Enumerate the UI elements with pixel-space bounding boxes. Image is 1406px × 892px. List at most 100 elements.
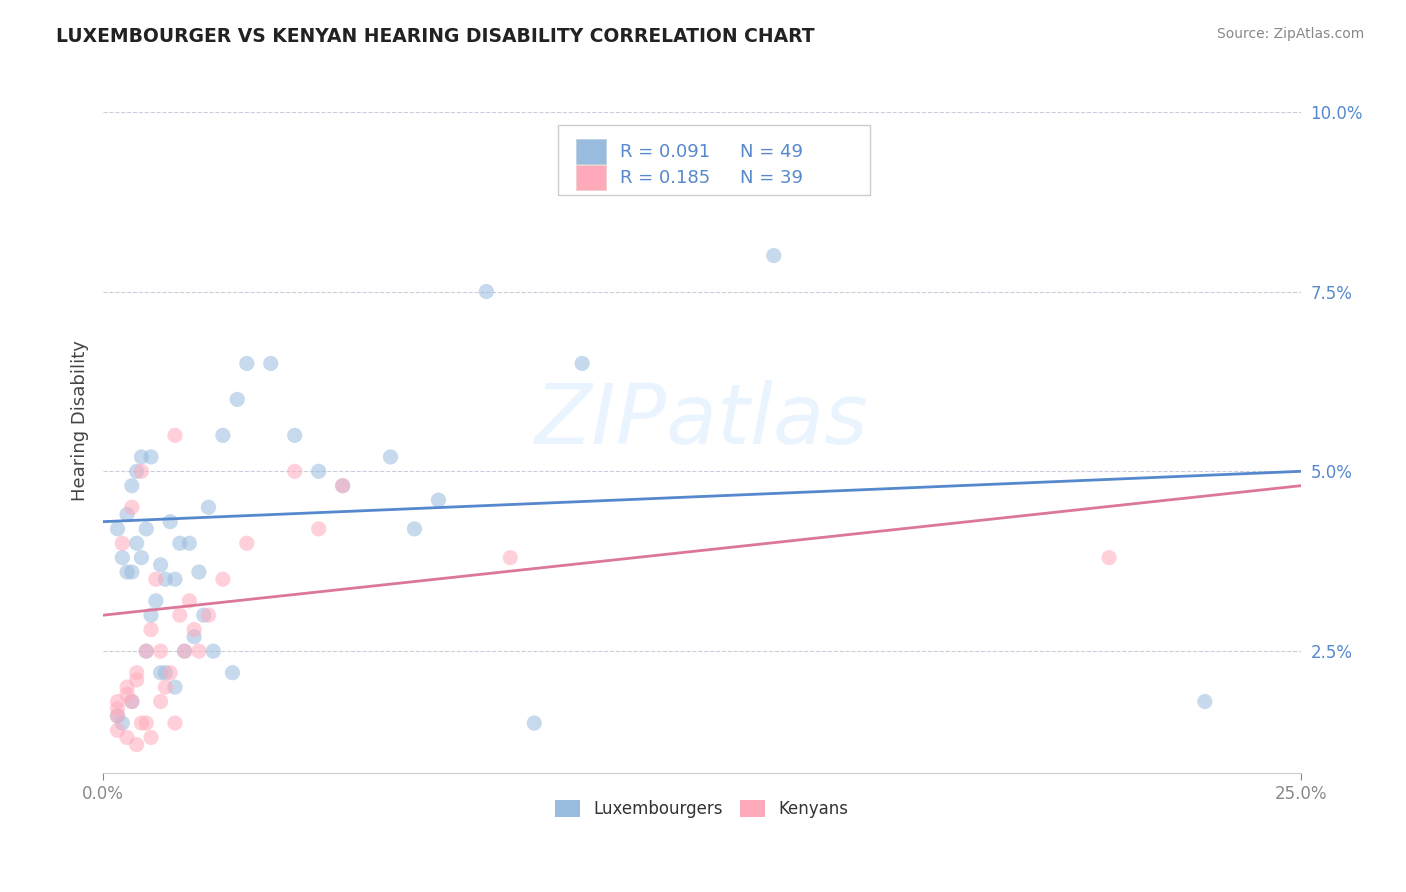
- Point: [475, 285, 498, 299]
- Point: [135, 644, 157, 658]
- Point: [149, 644, 172, 658]
- Point: [202, 644, 225, 658]
- Point: [107, 694, 129, 708]
- Point: [499, 550, 522, 565]
- Point: [125, 673, 148, 687]
- Point: [121, 565, 143, 579]
- Point: [135, 522, 157, 536]
- Point: [762, 248, 785, 262]
- Point: [107, 702, 129, 716]
- Point: [125, 536, 148, 550]
- Point: [523, 716, 546, 731]
- Point: [163, 572, 186, 586]
- Point: [115, 565, 138, 579]
- Point: [226, 392, 249, 407]
- Point: [183, 623, 205, 637]
- Point: [183, 630, 205, 644]
- Point: [125, 665, 148, 680]
- Text: ZIPatlas: ZIPatlas: [536, 381, 869, 461]
- Text: Source: ZipAtlas.com: Source: ZipAtlas.com: [1216, 27, 1364, 41]
- Point: [212, 572, 235, 586]
- Point: [308, 464, 330, 478]
- Point: [212, 428, 235, 442]
- Point: [131, 464, 153, 478]
- Point: [139, 623, 162, 637]
- Point: [115, 731, 138, 745]
- Legend: Luxembourgers, Kenyans: Luxembourgers, Kenyans: [548, 794, 855, 825]
- Point: [197, 500, 219, 515]
- Point: [221, 665, 243, 680]
- Point: [163, 680, 186, 694]
- Point: [169, 608, 191, 623]
- Point: [121, 694, 143, 708]
- Point: [149, 694, 172, 708]
- Point: [121, 479, 143, 493]
- Text: N = 39: N = 39: [740, 169, 803, 186]
- Point: [169, 536, 191, 550]
- Point: [332, 479, 354, 493]
- Point: [139, 608, 162, 623]
- FancyBboxPatch shape: [576, 139, 606, 164]
- Point: [107, 723, 129, 738]
- Point: [173, 644, 195, 658]
- Point: [308, 522, 330, 536]
- Point: [155, 680, 177, 694]
- Text: N = 49: N = 49: [740, 143, 803, 161]
- Point: [332, 479, 354, 493]
- Point: [145, 594, 167, 608]
- Point: [149, 665, 172, 680]
- Point: [139, 450, 162, 464]
- Point: [284, 464, 307, 478]
- Point: [135, 716, 157, 731]
- Point: [125, 738, 148, 752]
- Point: [571, 356, 593, 370]
- FancyBboxPatch shape: [558, 125, 869, 195]
- Point: [193, 608, 215, 623]
- Point: [131, 716, 153, 731]
- Point: [1194, 694, 1216, 708]
- Point: [187, 565, 209, 579]
- Point: [107, 709, 129, 723]
- Point: [111, 536, 134, 550]
- Point: [236, 356, 259, 370]
- Point: [145, 572, 167, 586]
- Point: [107, 709, 129, 723]
- Point: [131, 550, 153, 565]
- Point: [427, 493, 450, 508]
- Point: [111, 550, 134, 565]
- Text: R = 0.091: R = 0.091: [620, 143, 710, 161]
- Point: [159, 515, 181, 529]
- Point: [163, 716, 186, 731]
- Point: [159, 665, 181, 680]
- Point: [107, 522, 129, 536]
- FancyBboxPatch shape: [576, 165, 606, 190]
- Point: [139, 731, 162, 745]
- Point: [380, 450, 402, 464]
- Text: LUXEMBOURGER VS KENYAN HEARING DISABILITY CORRELATION CHART: LUXEMBOURGER VS KENYAN HEARING DISABILIT…: [56, 27, 815, 45]
- Point: [115, 508, 138, 522]
- Point: [284, 428, 307, 442]
- Point: [197, 608, 219, 623]
- Point: [155, 665, 177, 680]
- Point: [236, 536, 259, 550]
- Point: [131, 450, 153, 464]
- Point: [149, 558, 172, 572]
- Point: [179, 536, 201, 550]
- Point: [163, 428, 186, 442]
- Text: R = 0.185: R = 0.185: [620, 169, 710, 186]
- Point: [155, 572, 177, 586]
- Point: [125, 464, 148, 478]
- Point: [115, 680, 138, 694]
- Point: [1098, 550, 1121, 565]
- Point: [179, 594, 201, 608]
- Point: [121, 694, 143, 708]
- Point: [121, 500, 143, 515]
- Point: [173, 644, 195, 658]
- Point: [404, 522, 426, 536]
- Point: [111, 716, 134, 731]
- Point: [115, 687, 138, 701]
- Y-axis label: Hearing Disability: Hearing Disability: [72, 341, 89, 501]
- Point: [135, 644, 157, 658]
- Point: [260, 356, 283, 370]
- Point: [187, 644, 209, 658]
